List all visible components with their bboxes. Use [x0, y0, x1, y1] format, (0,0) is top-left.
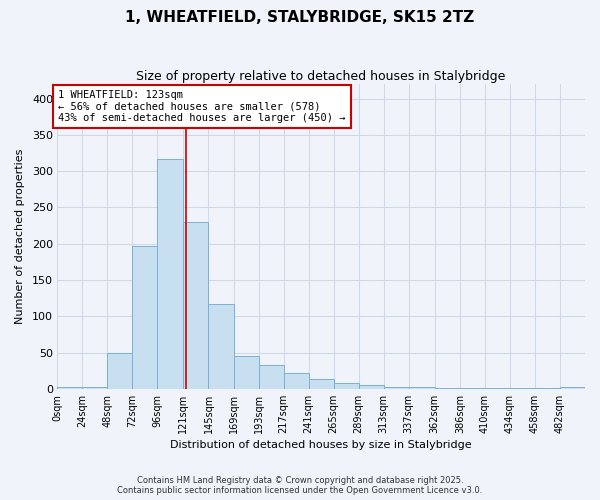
- Bar: [308, 378, 334, 389]
- Title: Size of property relative to detached houses in Stalybridge: Size of property relative to detached ho…: [136, 70, 506, 83]
- Text: 1, WHEATFIELD, STALYBRIDGE, SK15 2TZ: 1, WHEATFIELD, STALYBRIDGE, SK15 2TZ: [125, 10, 475, 25]
- Bar: [560, 388, 585, 389]
- Bar: [535, 388, 560, 389]
- Text: 1 WHEATFIELD: 123sqm
← 56% of detached houses are smaller (578)
43% of semi-deta: 1 WHEATFIELD: 123sqm ← 56% of detached h…: [58, 90, 346, 123]
- Bar: [259, 365, 284, 389]
- Bar: [284, 373, 308, 389]
- Bar: [133, 246, 157, 389]
- Bar: [510, 388, 535, 389]
- Bar: [82, 388, 107, 389]
- Bar: [409, 388, 435, 389]
- Y-axis label: Number of detached properties: Number of detached properties: [15, 149, 25, 324]
- Bar: [435, 388, 460, 389]
- Text: Contains HM Land Registry data © Crown copyright and database right 2025.
Contai: Contains HM Land Registry data © Crown c…: [118, 476, 482, 495]
- X-axis label: Distribution of detached houses by size in Stalybridge: Distribution of detached houses by size …: [170, 440, 472, 450]
- Bar: [383, 386, 409, 389]
- Bar: [460, 388, 485, 389]
- Bar: [334, 383, 359, 389]
- Bar: [107, 352, 133, 389]
- Bar: [184, 222, 208, 389]
- Bar: [208, 304, 233, 389]
- Bar: [233, 356, 259, 389]
- Bar: [485, 388, 510, 389]
- Bar: [359, 385, 383, 389]
- Bar: [157, 159, 184, 389]
- Bar: [57, 388, 82, 389]
